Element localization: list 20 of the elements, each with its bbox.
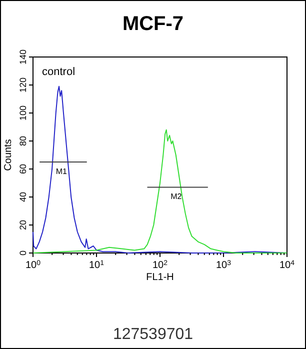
y-tick-label: 140 (18, 49, 28, 65)
y-tick-label: 100 (18, 105, 28, 121)
text: 127539701 (112, 326, 194, 343)
y-axis-title: Counts (3, 139, 14, 171)
y-tick-label: 80 (18, 136, 28, 146)
x-tick-label: 10$^{2}$ (152, 260, 168, 271)
y-tick-label: 120 (18, 77, 28, 93)
annotation: M1 (56, 167, 68, 176)
y-tick-label: 40 (18, 192, 28, 202)
annotation: control (42, 66, 76, 78)
y-tick-label: 0 (18, 250, 28, 256)
y-tick-label: 60 (18, 164, 28, 174)
x-tick-label: 10$^{3}$ (216, 260, 232, 271)
y-tick-label: 20 (18, 220, 28, 230)
chart-title: MCF-7 (122, 13, 184, 35)
x-axis-title: FL1-H (146, 272, 174, 283)
x-tick-label: 10$^{0}$ (25, 260, 41, 271)
x-tick-label: 10$^{4}$ (279, 260, 295, 271)
annotation: M2 (170, 192, 182, 202)
x-tick-label: 10$^{1}$ (88, 260, 104, 271)
